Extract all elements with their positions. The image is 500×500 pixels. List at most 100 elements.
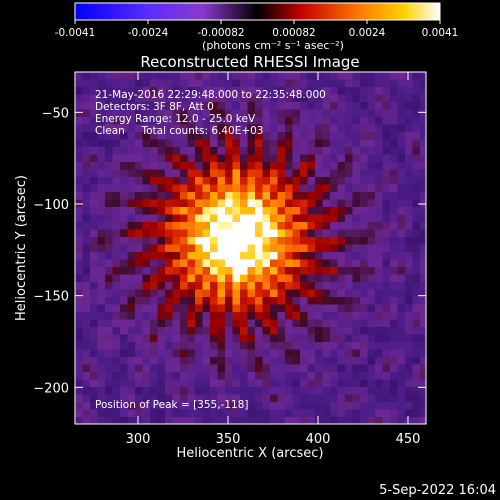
heatmap-cell <box>420 402 426 410</box>
heatmap-cell <box>262 402 271 410</box>
heatmap-cell <box>412 109 421 118</box>
heatmap-cell <box>247 192 256 200</box>
heatmap-cell <box>240 207 248 215</box>
heatmap-cell <box>142 357 151 365</box>
heatmap-cell <box>277 117 286 125</box>
heatmap-cell <box>390 267 398 275</box>
heatmap-cell <box>232 237 241 245</box>
heatmap-cell <box>232 147 241 155</box>
heatmap-cell <box>82 312 91 320</box>
heatmap-cell <box>352 79 361 88</box>
heatmap-cell <box>112 372 121 380</box>
heatmap-cell <box>225 94 233 103</box>
plot-area <box>75 72 426 424</box>
heatmap-cell <box>75 372 83 380</box>
heatmap-cell <box>225 214 233 223</box>
heatmap-cell <box>90 154 98 163</box>
heatmap-cell <box>292 282 301 290</box>
heatmap-cell <box>277 207 286 215</box>
heatmap-cell <box>120 417 128 424</box>
heatmap-cell <box>247 229 256 238</box>
heatmap-cell <box>382 297 391 305</box>
heatmap-cell <box>240 417 248 424</box>
heatmap-cell <box>262 372 271 380</box>
heatmap-cell <box>180 132 188 140</box>
heatmap-cell <box>360 229 368 238</box>
heatmap-cell <box>330 334 338 343</box>
heatmap-cell <box>187 319 196 328</box>
heatmap-cell <box>390 402 398 410</box>
heatmap-cell <box>412 222 421 230</box>
heatmap-cell <box>210 199 218 208</box>
heatmap-cell <box>277 372 286 380</box>
heatmap-cell <box>315 334 323 343</box>
heatmap-cell <box>307 229 316 238</box>
heatmap-cell <box>225 109 233 118</box>
heatmap-cell <box>127 417 136 424</box>
heatmap-cell <box>217 304 226 313</box>
heatmap-cell <box>195 132 203 140</box>
heatmap-cell <box>105 379 113 388</box>
heatmap-cell <box>397 334 406 343</box>
heatmap-cell <box>142 409 151 418</box>
heatmap-cell <box>150 327 158 335</box>
heatmap-cell <box>247 109 256 118</box>
heatmap-cell <box>135 109 143 118</box>
heatmap-cell <box>240 252 248 260</box>
heatmap-cell <box>255 252 263 260</box>
heatmap-cell <box>337 169 346 178</box>
heatmap-cell <box>217 117 226 125</box>
heatmap-cell <box>202 154 211 163</box>
heatmap-cell <box>202 109 211 118</box>
heatmap-cell <box>337 162 346 170</box>
heatmap-cell <box>202 207 211 215</box>
heatmap-cell <box>210 402 218 410</box>
heatmap-cell <box>195 394 203 403</box>
x-tick-label: 400 <box>306 432 331 447</box>
heatmap-cell <box>97 109 106 118</box>
heatmap-cell <box>300 342 308 350</box>
heatmap-cell <box>255 184 263 193</box>
heatmap-cell <box>360 132 368 140</box>
heatmap-cell <box>127 207 136 215</box>
heatmap-cell <box>345 177 353 185</box>
heatmap-cell <box>210 289 218 298</box>
heatmap-cell <box>120 364 128 373</box>
heatmap-cell <box>105 147 113 155</box>
heatmap-cell <box>165 244 173 253</box>
heatmap-cell <box>240 102 248 110</box>
heatmap-cell <box>97 79 106 88</box>
heatmap-cell <box>210 184 218 193</box>
heatmap-cell <box>210 364 218 373</box>
heatmap-cell <box>270 304 278 313</box>
heatmap-cell <box>262 109 271 118</box>
heatmap-cell <box>292 244 301 253</box>
heatmap-cell <box>135 327 143 335</box>
heatmap-cell <box>315 357 323 365</box>
heatmap-cell <box>367 259 376 268</box>
heatmap-cell <box>187 274 196 283</box>
heatmap-cell <box>270 214 278 223</box>
heatmap-cell <box>157 139 166 148</box>
heatmap-cell <box>112 357 121 365</box>
heatmap-cell <box>307 207 316 215</box>
heatmap-cell <box>247 72 256 80</box>
heatmap-cell <box>390 154 398 163</box>
x-tick-label: 350 <box>216 432 241 447</box>
heatmap-cell <box>285 192 293 200</box>
heatmap-cell <box>180 334 188 343</box>
heatmap-cell <box>307 417 316 424</box>
heatmap-cell <box>322 237 331 245</box>
heatmap-cell <box>337 124 346 133</box>
heatmap-cell <box>202 364 211 373</box>
heatmap-cell <box>90 169 98 178</box>
heatmap-cell <box>277 364 286 373</box>
heatmap-cell <box>217 319 226 328</box>
heatmap-cell <box>375 327 383 335</box>
heatmap-cell <box>352 192 361 200</box>
heatmap-cell <box>97 364 106 373</box>
heatmap-cell <box>165 109 173 118</box>
heatmap-cell <box>210 109 218 118</box>
heatmap-cell <box>97 342 106 350</box>
heatmap-cell <box>262 147 271 155</box>
